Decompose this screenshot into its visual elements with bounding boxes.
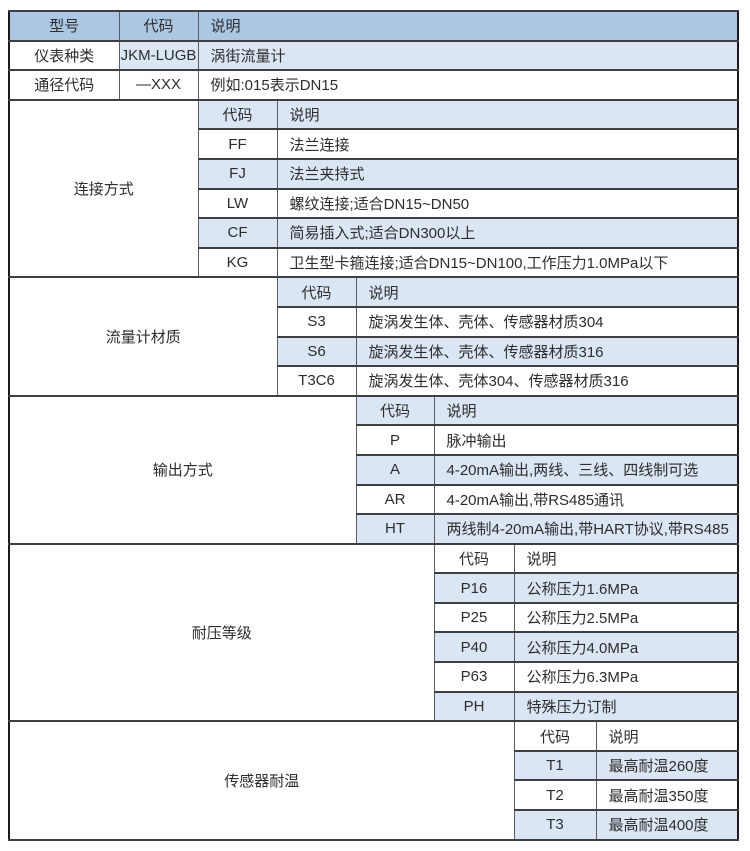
table-row: A 4-20mA输出,两线、三线、四线制可选 (9, 453, 739, 486)
code-cell: AR (355, 483, 435, 516)
code-cell: PH (433, 690, 515, 723)
table-row: P63 公称压力6.3MPa (9, 661, 739, 693)
row-label: 通径代码 (8, 69, 120, 101)
code-cell: FJ (197, 157, 278, 190)
code-cell: S6 (276, 335, 357, 368)
section-desc-header: 说明 (595, 720, 739, 752)
desc-cell: 脉冲输出 (433, 424, 739, 456)
desc-cell: 公称压力6.3MPa (513, 661, 739, 693)
code-cell: S3 (276, 305, 357, 338)
table-row: AR 4-20mA输出,带RS485通讯 (9, 483, 739, 516)
table-header-row: 型号 代码 说明 (8, 10, 739, 42)
table-row: FF 法兰连接 (9, 128, 739, 160)
desc-cell: 4-20mA输出,两线、三线、四线制可选 (433, 453, 739, 486)
table-row: T3C6 旋涡发生体、壳体304、传感器材质316 (9, 365, 739, 397)
code-cell: HT (355, 513, 435, 545)
section-desc-header: 说明 (276, 98, 739, 131)
table-row: FJ 法兰夹持式 (9, 157, 739, 190)
code-cell: P63 (433, 661, 515, 693)
code-cell: FF (197, 128, 278, 160)
desc-cell: 法兰夹持式 (276, 157, 739, 190)
desc-cell: 两线制4-20mA输出,带HART协议,带RS485 (433, 513, 739, 545)
code-cell: P16 (433, 572, 515, 604)
table-row: 通径代码 —XXX 例如:015表示DN15 (8, 69, 739, 101)
section-code-header: 代码 (355, 394, 435, 427)
desc-cell: 公称压力2.5MPa (513, 601, 739, 634)
code-cell: JKM-LUGB (118, 39, 199, 72)
desc-cell: 旋涡发生体、壳体、传感器材质316 (355, 335, 739, 368)
section-label-pressure: 耐压等级 (8, 542, 435, 723)
table-row: 耐压等级 代码 说明 (8, 542, 739, 723)
table-row: P25 公称压力2.5MPa (9, 601, 739, 634)
desc-cell: 旋涡发生体、壳体304、传感器材质316 (355, 365, 739, 397)
column-header-code: 代码 (118, 10, 199, 42)
section-code-header: 代码 (513, 720, 597, 752)
code-cell: P25 (433, 601, 515, 634)
table-row: 连接方式 代码 说明 (8, 98, 739, 279)
code-cell: CF (197, 217, 278, 249)
desc-cell: 4-20mA输出,带RS485通讯 (433, 483, 739, 516)
section-code-header: 代码 (276, 276, 357, 308)
desc-cell: 法兰连接 (276, 128, 739, 160)
code-cell: T2 (513, 779, 597, 812)
table-row: 传感器耐温 代码 说明 (8, 720, 739, 841)
table-row: T3 最高耐温400度 (9, 809, 739, 841)
desc-cell: 特殊压力订制 (513, 690, 739, 723)
code-cell: P (355, 424, 435, 456)
table-row: 输出方式 代码 说明 (8, 394, 739, 545)
section-label-material: 流量计材质 (8, 276, 278, 397)
section-code-header: 代码 (197, 98, 278, 131)
table-row: P 脉冲输出 (9, 424, 739, 456)
section-desc-header: 说明 (433, 394, 739, 427)
desc-cell: 公称压力1.6MPa (513, 572, 739, 604)
table-row: 流量计材质 代码 说明 (8, 276, 739, 397)
code-cell: LW (197, 187, 278, 220)
section-desc-header: 说明 (355, 276, 739, 308)
code-cell: P40 (433, 631, 515, 664)
table-row: LW 螺纹连接;适合DN15~DN50 (9, 187, 739, 220)
desc-cell: 例如:015表示DN15 (197, 69, 739, 101)
desc-cell: 螺纹连接;适合DN15~DN50 (276, 187, 739, 220)
table-row: CF 简易插入式;适合DN300以上 (9, 217, 739, 249)
desc-cell: 最高耐温260度 (595, 749, 739, 782)
desc-cell: 最高耐温350度 (595, 779, 739, 812)
desc-cell: 简易插入式;适合DN300以上 (276, 217, 739, 249)
table-row: S3 旋涡发生体、壳体、传感器材质304 (9, 305, 739, 338)
desc-cell: 卫生型卡箍连接;适合DN15~DN100,工作压力1.0MPa以下 (276, 246, 739, 279)
desc-cell: 旋涡发生体、壳体、传感器材质304 (355, 305, 739, 338)
flowmeter-spec-table: 型号 代码 说明 仪表种类 JKM-LUGB 涡街流量计 通径代码 —XXX 例… (8, 10, 740, 841)
section-label-output: 输出方式 (8, 394, 357, 545)
code-cell: A (355, 453, 435, 486)
column-header-model: 型号 (8, 10, 120, 42)
code-cell: KG (197, 246, 278, 279)
code-cell: T3 (513, 809, 597, 841)
table-row: S6 旋涡发生体、壳体、传感器材质316 (9, 335, 739, 368)
table-row: T1 最高耐温260度 (9, 749, 739, 782)
section-label-temperature: 传感器耐温 (8, 720, 515, 841)
table-row: P40 公称压力4.0MPa (9, 631, 739, 664)
table-row: PH 特殊压力订制 (9, 690, 739, 723)
section-code-header: 代码 (433, 542, 515, 575)
table-row: HT 两线制4-20mA输出,带HART协议,带RS485 (9, 513, 739, 545)
section-label-connection: 连接方式 (8, 98, 199, 279)
code-cell: T1 (513, 749, 597, 782)
table-row: KG 卫生型卡箍连接;适合DN15~DN100,工作压力1.0MPa以下 (9, 246, 739, 279)
table-row: T2 最高耐温350度 (9, 779, 739, 812)
desc-cell: 涡街流量计 (197, 39, 739, 72)
section-desc-header: 说明 (513, 542, 739, 575)
row-label: 仪表种类 (8, 39, 120, 72)
desc-cell: 公称压力4.0MPa (513, 631, 739, 664)
table-row: P16 公称压力1.6MPa (9, 572, 739, 604)
table-row: 仪表种类 JKM-LUGB 涡街流量计 (8, 39, 739, 72)
code-cell: —XXX (118, 69, 199, 101)
column-header-desc: 说明 (197, 10, 739, 42)
desc-cell: 最高耐温400度 (595, 809, 739, 841)
code-cell: T3C6 (276, 365, 357, 397)
